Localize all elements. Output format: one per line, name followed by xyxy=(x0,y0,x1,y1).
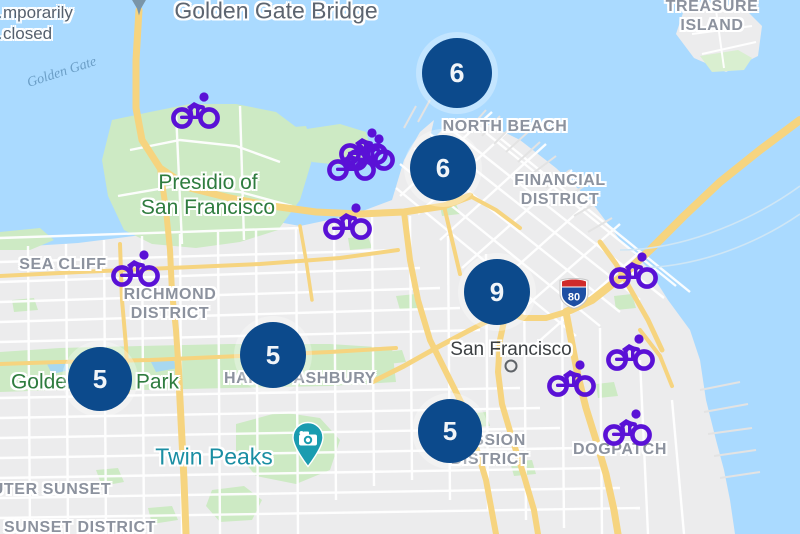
cluster-count: 9 xyxy=(489,276,505,307)
bike-station-embarcadero-n[interactable] xyxy=(608,251,660,289)
cluster-count: 5 xyxy=(92,363,108,394)
bike-station-presidio-north[interactable] xyxy=(170,91,222,129)
cluster-marker[interactable]: 9 xyxy=(464,259,530,325)
interstate-80-shield: 80 xyxy=(559,277,589,315)
twin-peaks-viewpoint-pin[interactable] xyxy=(291,421,325,473)
shield-route-number: 80 xyxy=(568,292,580,304)
camera-icon xyxy=(299,431,317,446)
city-center-dot xyxy=(504,359,518,373)
cluster-marker[interactable]: 6 xyxy=(422,38,492,108)
cluster-marker[interactable]: 5 xyxy=(68,347,132,411)
bike-station-dogpatch[interactable] xyxy=(602,408,654,446)
golden-gate-bridge-pin[interactable] xyxy=(120,0,158,28)
bike-station-soma[interactable] xyxy=(546,359,598,397)
bike-station-embarcadero-s[interactable] xyxy=(605,333,657,371)
cluster-count: 5 xyxy=(442,415,458,446)
cluster-count: 6 xyxy=(435,152,451,183)
cluster-count: 6 xyxy=(449,57,465,88)
cluster-marker[interactable]: 5 xyxy=(240,322,306,388)
cluster-count: 5 xyxy=(265,339,281,370)
bike-station-richmond[interactable] xyxy=(110,249,162,287)
cluster-marker[interactable]: 6 xyxy=(410,135,476,201)
bike-station-marina-c[interactable] xyxy=(338,127,390,165)
bike-station-pacheights[interactable] xyxy=(322,202,374,240)
cluster-marker[interactable]: 5 xyxy=(418,399,482,463)
